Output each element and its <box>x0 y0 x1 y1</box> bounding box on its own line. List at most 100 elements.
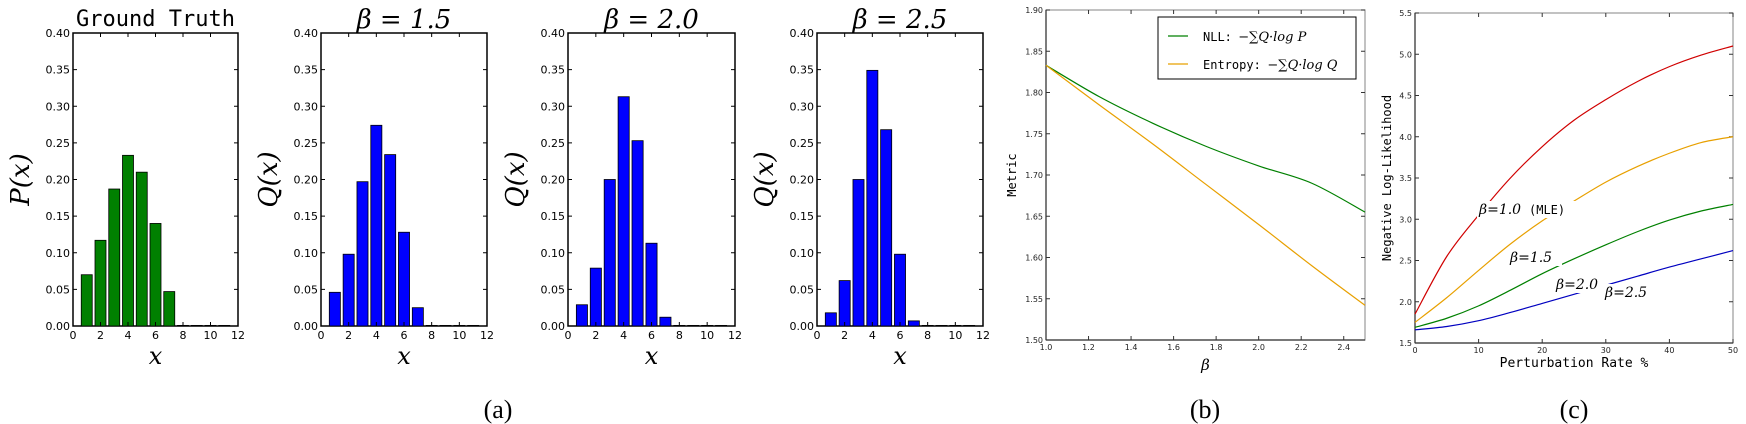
chart-title: β = 2.0 <box>603 5 699 35</box>
y-tick-label: 1.55 <box>1025 295 1043 304</box>
y-tick-label: 1.75 <box>1025 130 1043 139</box>
bar <box>687 324 700 327</box>
y-tick-label: 0.30 <box>294 100 319 113</box>
y-axis-label: P(x) <box>6 153 36 206</box>
panel-a-bar-charts: 0.00 0.05 0.10 0.15 0.20 0.25 0.30 0.35 0.40 0 2 4 6… <box>6 5 990 370</box>
x-tick-label: 2 <box>841 329 848 342</box>
x-tick-label: 12 <box>976 329 990 342</box>
y-tick-label: 0.40 <box>46 27 71 40</box>
x-tick-label: 50 <box>1728 346 1738 355</box>
series-line <box>1045 64 1366 306</box>
x-tick-label: 10 <box>1474 346 1484 355</box>
series-line <box>1414 203 1734 328</box>
bar <box>94 239 107 327</box>
x-tick-label: 1.2 <box>1082 343 1095 352</box>
y-tick-label: 1.85 <box>1025 47 1043 56</box>
x-tick-label: 4 <box>869 329 876 342</box>
y-tick-label: 0.25 <box>46 137 71 150</box>
y-tick-label: 3.5 <box>1399 174 1412 183</box>
legend-label: NLL: <box>1203 30 1232 44</box>
y-tick-label: 0.00 <box>46 320 71 333</box>
x-axis-label: x <box>397 342 411 370</box>
bar <box>715 324 728 327</box>
y-tick-label: 2.0 <box>1399 298 1412 307</box>
caption-b: (b) <box>1190 395 1220 424</box>
y-tick-label: 1.65 <box>1025 212 1043 221</box>
y-tick-label: 0.35 <box>541 64 566 77</box>
bar <box>411 307 424 327</box>
x-axis-label: x <box>893 342 907 370</box>
bar-chart-beta-2-0: 0.00 0.05 0.10 0.15 0.20 0.25 0.30 0.35 0.40 0 2 4 6… <box>501 5 742 370</box>
y-axis-label: Q(x) <box>501 151 531 207</box>
bar <box>398 231 410 327</box>
caption-c: (c) <box>1560 395 1589 424</box>
annotation-suffix: (MLE) <box>1529 203 1565 217</box>
y-tick-label: 0.30 <box>541 100 566 113</box>
x-tick-label: 0 <box>814 329 821 342</box>
x-tick-label: 6 <box>401 329 408 342</box>
bar-chart-ground-truth: 0.00 0.05 0.10 0.15 0.20 0.25 0.30 0.35 0.40 0 2 4 6… <box>6 7 245 370</box>
y-tick-label: 0.05 <box>541 283 566 296</box>
bar <box>439 324 452 327</box>
chart-title: β = 1.5 <box>356 5 452 35</box>
legend: NLL: −∑Q·log P Entropy: −∑Q·log Q <box>1157 16 1357 80</box>
curve-annotation: β=2.5 <box>1603 284 1655 301</box>
bar <box>907 320 920 327</box>
x-tick-label: 1.4 <box>1125 343 1138 352</box>
bar <box>122 154 134 327</box>
bar <box>467 324 480 327</box>
annotation-label: β=1.5 <box>1509 250 1552 266</box>
y-tick-label: 0.00 <box>790 320 815 333</box>
x-tick-label: 2.2 <box>1295 343 1308 352</box>
y-tick-label: 0.00 <box>541 320 566 333</box>
bar <box>645 242 658 327</box>
y-tick-label: 0.05 <box>790 283 815 296</box>
bar <box>852 179 865 327</box>
bar-chart-beta-2-5: 0.00 0.05 0.10 0.15 0.20 0.25 0.30 0.35 0.40 0 2 4 6… <box>750 5 990 370</box>
annotation-label: β=2.0 <box>1555 277 1598 293</box>
x-tick-label: 0 <box>70 329 77 342</box>
caption-a: (a) <box>484 395 513 424</box>
bar <box>218 324 231 327</box>
chart-title: Ground Truth <box>76 7 235 32</box>
x-tick-label: 1.8 <box>1210 343 1223 352</box>
x-tick-label: 1.0 <box>1040 343 1053 352</box>
y-tick-label: 4.0 <box>1399 133 1412 142</box>
x-tick-label: 8 <box>924 329 931 342</box>
curve-annotation: β=1.5 <box>1508 249 1562 266</box>
x-tick-label: 10 <box>452 329 466 342</box>
y-tick-label: 0.20 <box>294 174 319 187</box>
y-tick-label: 0.15 <box>294 210 319 223</box>
bar <box>589 267 602 327</box>
x-tick-label: 2.0 <box>1252 343 1265 352</box>
x-tick-label: 0 <box>1412 346 1417 355</box>
bar <box>135 171 148 327</box>
y-axis-label: Negative Log-Likelihood <box>1380 95 1394 261</box>
x-tick-label: 4 <box>125 329 132 342</box>
y-tick-label: 5.5 <box>1399 9 1412 18</box>
x-axis-label: Perturbation Rate % <box>1500 356 1649 371</box>
curve-annotation: β=2.0 <box>1554 276 1606 293</box>
bar <box>163 291 176 327</box>
x-axis-label: x <box>149 342 163 370</box>
y-axis-label: Q(x) <box>750 151 780 207</box>
bar <box>617 96 630 327</box>
x-tick-label: 12 <box>728 329 742 342</box>
bar-chart-beta-1-5: 0.00 0.05 0.10 0.15 0.20 0.25 0.30 0.35 0.40 0 2 4 6… <box>254 5 494 370</box>
y-tick-label: 2.5 <box>1399 257 1412 266</box>
y-tick-label: 0.15 <box>790 210 815 223</box>
y-tick-label: 1.50 <box>1025 336 1043 345</box>
x-tick-label: 4 <box>373 329 380 342</box>
y-tick-label: 0.35 <box>46 64 71 77</box>
panel-b-metric-line-chart: 1.50 1.55 1.60 1.65 1.70 1.75 1.80 1.85 1.90 1.0 1… <box>1005 6 1366 374</box>
y-tick-label: 0.10 <box>541 247 566 260</box>
x-tick-label: 0 <box>318 329 325 342</box>
x-tick-label: 4 <box>620 329 627 342</box>
bar <box>575 304 588 327</box>
curve-annotation: β=1.0 (MLE) <box>1477 201 1627 218</box>
series-line <box>1045 64 1366 213</box>
x-tick-label: 10 <box>700 329 714 342</box>
y-tick-label: 5.0 <box>1399 50 1412 59</box>
series-line <box>1414 250 1734 331</box>
panel-c-nll-line-chart: 1.5 2.0 2.5 3.0 3.5 4.0 4.5 5.0 5.5 0 10 20 30 40 50 Pe… <box>1380 9 1738 371</box>
